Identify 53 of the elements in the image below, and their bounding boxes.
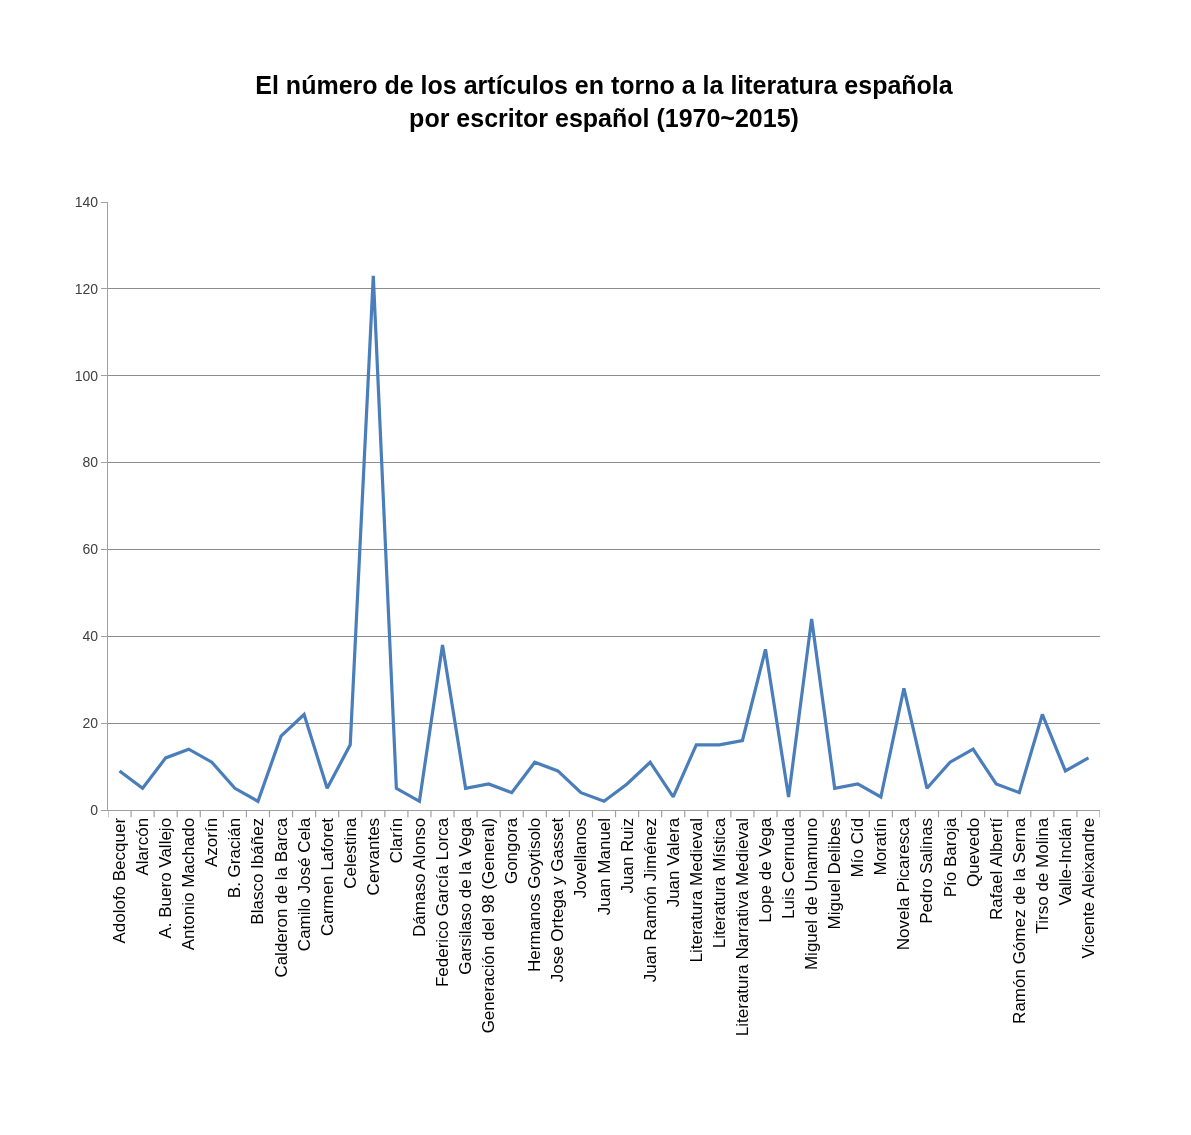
x-tick-label: Mío Cíd	[848, 817, 868, 878]
x-tick-label: Azorín	[202, 817, 222, 868]
x-tick-label: Literatura Narrativa Medieval	[732, 817, 752, 1037]
x-tick-label: Pedro Salinas	[917, 817, 937, 924]
x-tick-label: Celestina	[340, 817, 360, 889]
x-tick-label: Miguel de Unamuno	[802, 817, 822, 971]
x-tick-label: Juan Manuel	[594, 817, 614, 916]
x-tick-label: Carmen Laforet	[317, 817, 337, 937]
x-tick-label: A. Buero Vallejo	[156, 817, 176, 939]
y-tick-label: 80	[82, 454, 99, 471]
x-tick-label: Lope de Vega	[756, 817, 776, 923]
x-tick-label: Dámaso Alonso	[409, 817, 429, 937]
x-tick-label: Pío Baroja	[940, 817, 960, 898]
x-tick-label: Novela Picaresca	[894, 817, 914, 951]
x-tick-label: Quevedo	[963, 817, 983, 887]
x-tick-label: Camilo José Cela	[294, 817, 314, 952]
y-tick-label: 20	[82, 715, 99, 732]
x-tick-label: Rafael Albertí	[986, 817, 1006, 920]
y-tick-label: 100	[74, 367, 99, 384]
x-tick-label: Federico García Lorca	[433, 817, 453, 988]
x-tick-label: Antonio Machado	[179, 817, 199, 951]
x-tick-label: Literatura Mística	[709, 817, 729, 949]
x-tick-label: Literatura Medieval	[686, 817, 706, 963]
x-tick-label: Generación del 98 (General)	[479, 817, 499, 1034]
x-tick-label: Juan Ruiz	[617, 817, 637, 894]
x-tick-label: Clarín	[386, 817, 406, 864]
x-tick-label: Ramón Gómez de la Serna	[1009, 817, 1029, 1024]
x-tick-label: Juan Valera	[663, 817, 683, 908]
x-tick-label: Juan Ramón Jiménez	[640, 817, 660, 983]
x-tick-label: Garsilaso de la Vega	[456, 817, 476, 975]
x-tick-label: B. Gracián	[225, 817, 245, 899]
x-tick-label: Tirso de Molina	[1032, 817, 1052, 934]
y-tick-label: 40	[82, 628, 99, 645]
x-tick-label: Adolofo Becquer	[110, 817, 130, 944]
x-tick-label: Cervantes	[363, 817, 383, 896]
x-tick-label: Valle-Inclán	[1055, 817, 1075, 906]
x-tick-label: Gongora	[502, 817, 522, 885]
x-tick-label: Moratín	[871, 817, 891, 876]
chart-title: El número de los artículos en torno a la literatura española por escritor español (1970~2015)	[255, 71, 954, 132]
x-tick-label: Alarcón	[133, 817, 153, 876]
x-tick-label: Jovellanos	[571, 817, 591, 899]
x-tick-label: Hermanos Goytisolo	[525, 817, 545, 972]
line-series	[117, 274, 1091, 803]
x-tick-label: Vicente Aleixandre	[1078, 817, 1098, 959]
y-tick-label: 120	[74, 280, 99, 297]
y-tick-label: 60	[82, 541, 99, 558]
x-tick-label: Calderon de la Barca	[271, 817, 291, 978]
x-tick-label: Jose Ortega y Gasset	[548, 817, 568, 983]
x-tick-label: Miguel Delibes	[825, 817, 845, 930]
x-tick-label: Blasco Ibáñez	[248, 817, 268, 925]
y-tick-label: 0	[90, 801, 99, 818]
y-tick-label: 140	[74, 193, 99, 210]
x-tick-label: Luis Cernuda	[779, 817, 799, 920]
